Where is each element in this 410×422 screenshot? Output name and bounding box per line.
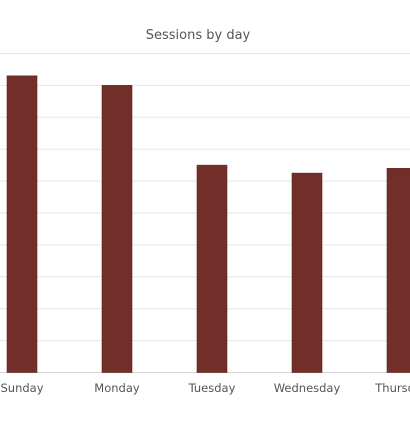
chart-title: Sessions by day	[146, 28, 251, 43]
x-tick-label-monday: Monday	[94, 381, 140, 395]
x-tick-label-sunday: Sunday	[0, 381, 43, 395]
bar-tuesday	[196, 164, 228, 373]
bar-thursday	[386, 168, 410, 373]
x-tick-label-thursday: Thursday	[374, 381, 410, 395]
bars	[6, 75, 410, 373]
x-tick-label-tuesday: Tuesday	[188, 381, 236, 395]
bar-monday	[101, 85, 133, 373]
bar-wednesday	[291, 172, 323, 373]
category-labels: Sunday Monday Tuesday Wednesday Thursday	[0, 381, 410, 395]
x-tick-label-wednesday: Wednesday	[274, 381, 341, 395]
bar-sunday	[6, 75, 38, 373]
